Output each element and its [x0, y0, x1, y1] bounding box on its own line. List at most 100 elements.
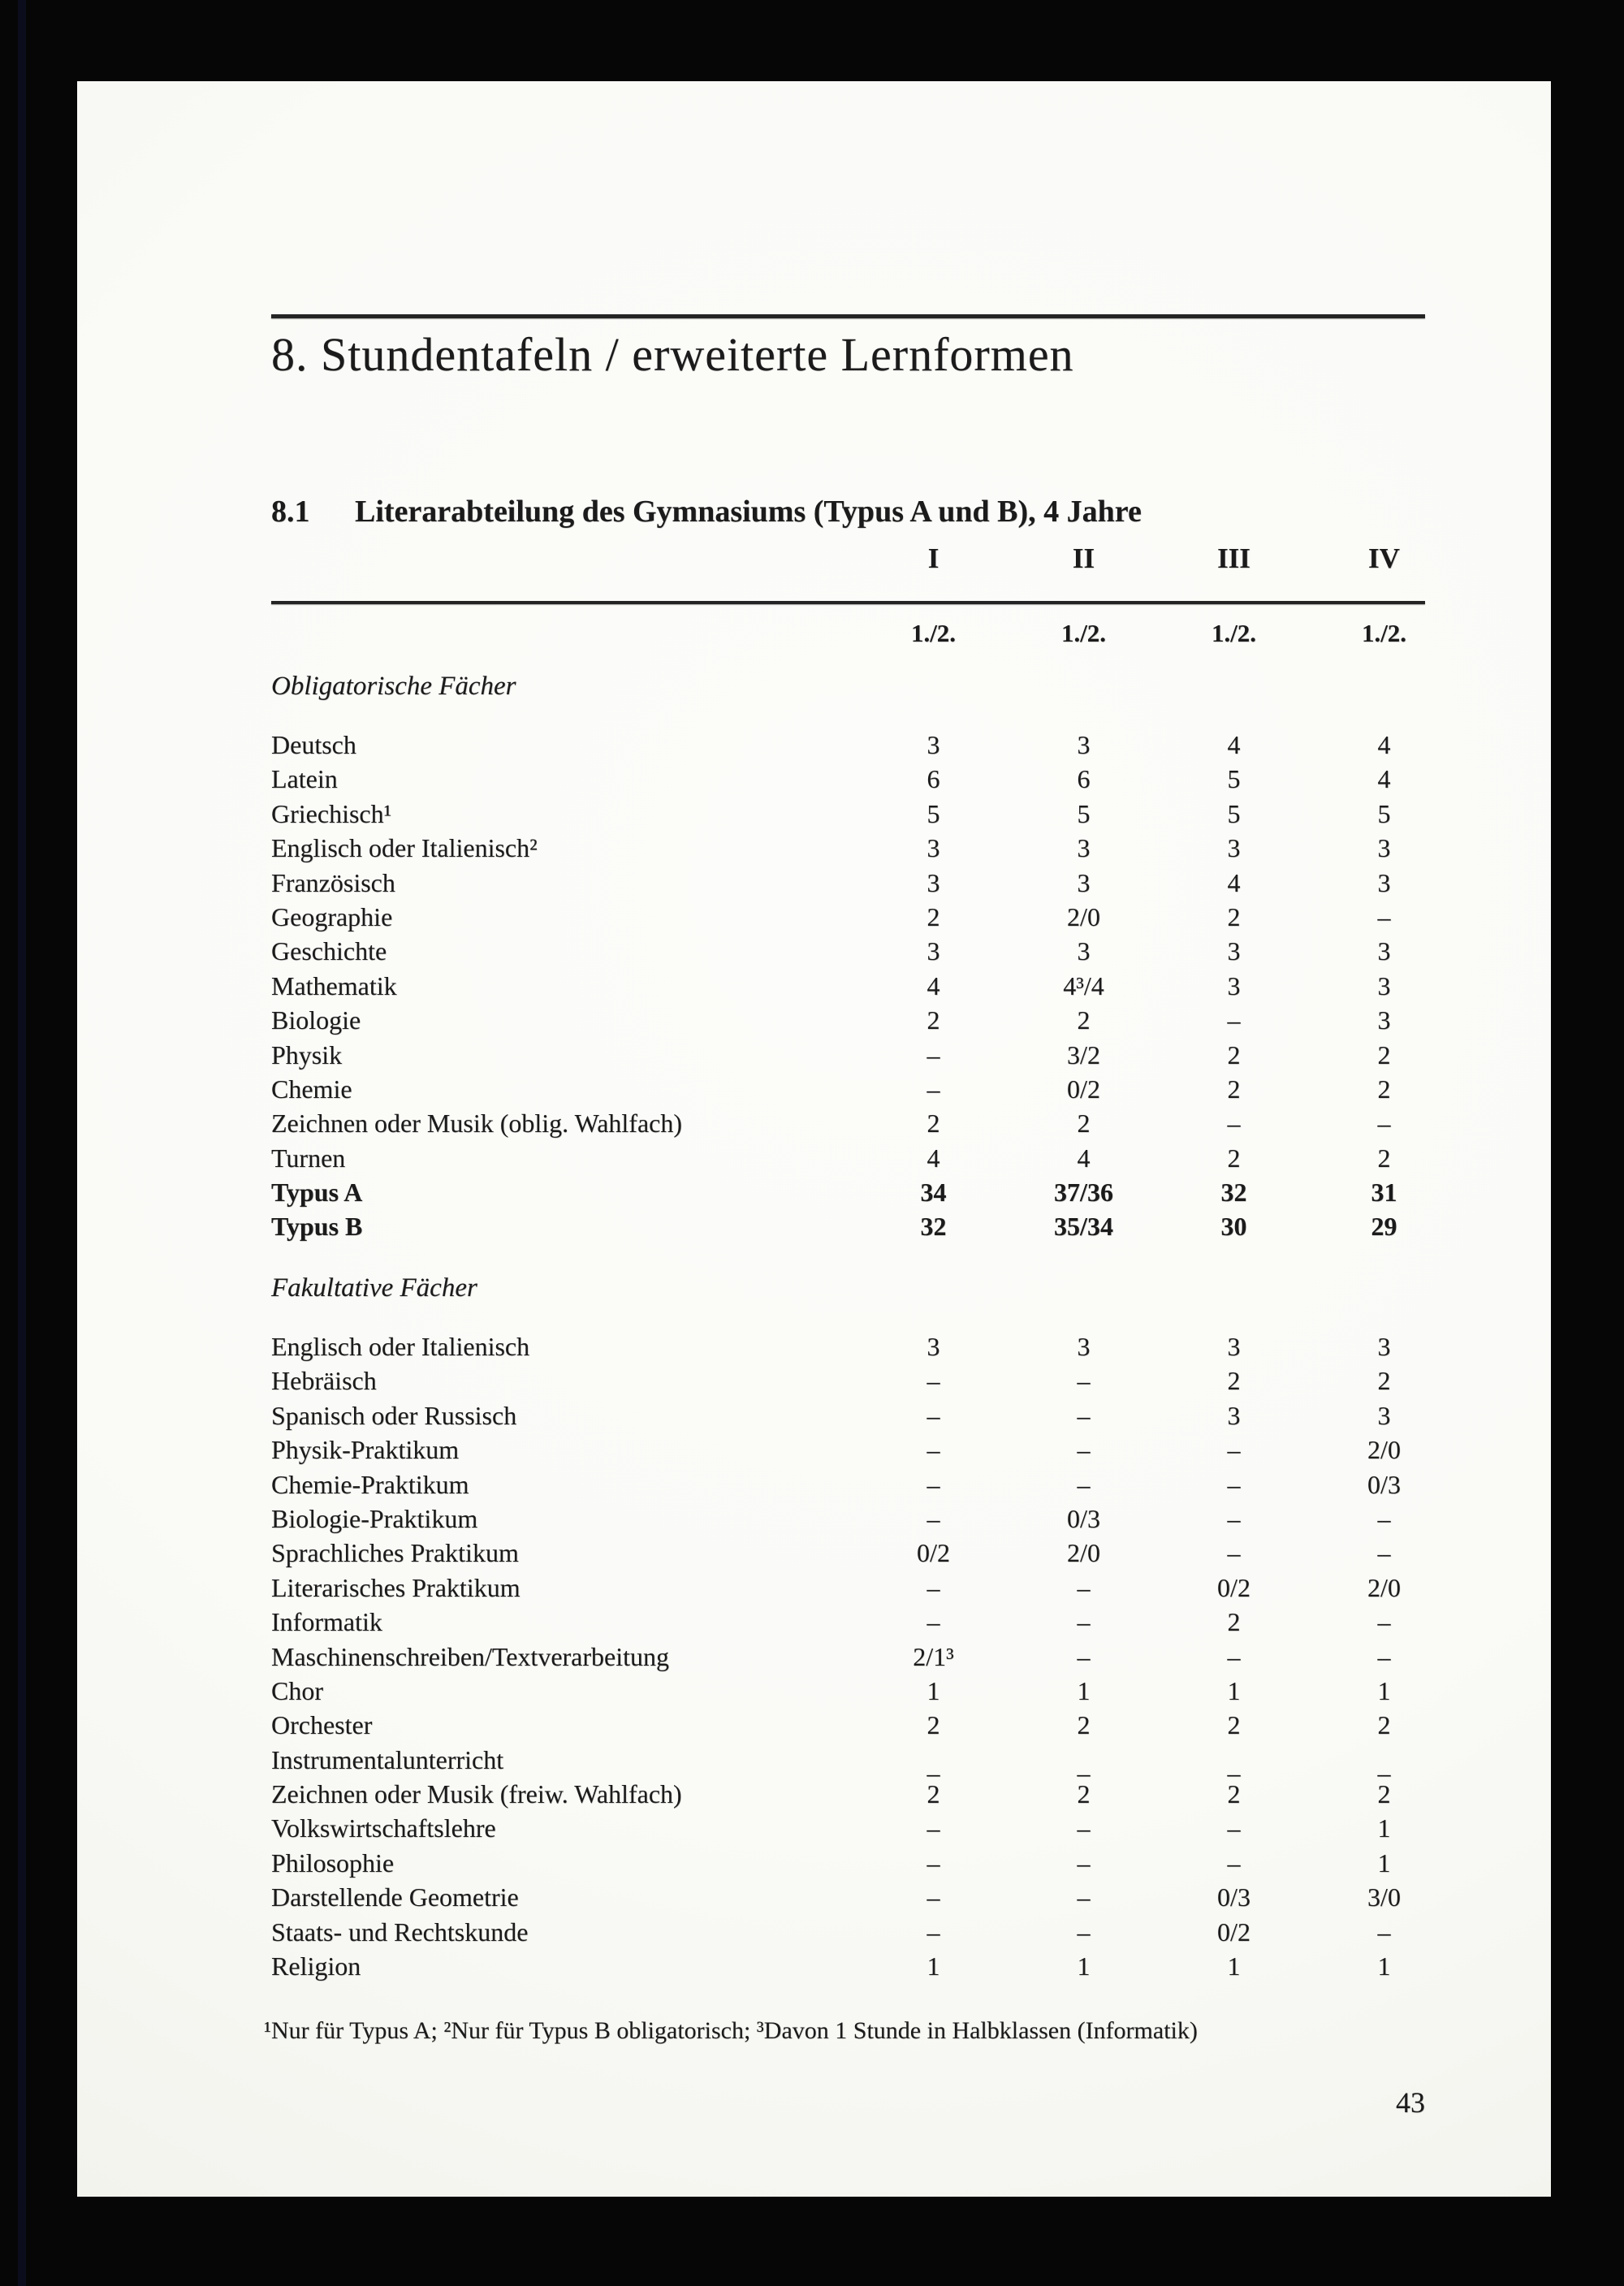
- row-value: 2: [1227, 1366, 1241, 1396]
- footnote: ¹Nur für Typus A; ²Nur für Typus B oblig…: [264, 2017, 1198, 2044]
- row-value: 0/2: [1217, 1572, 1250, 1602]
- row-value: 4: [1377, 764, 1391, 794]
- row-value: 4: [1377, 730, 1391, 759]
- table-row: Englisch oder Italienisch² 3 3 3 3: [271, 831, 1459, 865]
- page-number: 43: [1396, 2086, 1425, 2119]
- document-page: 8. Stundentafeln / erweiterte Lernformen…: [77, 81, 1551, 2197]
- row-label: Geschichte: [271, 936, 387, 966]
- table-row: Chor 1 1 1 1: [271, 1674, 1459, 1708]
- table-header-rule: [271, 601, 1425, 604]
- subheader-III: 1./2.: [1211, 619, 1257, 647]
- row-value: –: [1377, 1607, 1391, 1637]
- row-value: 3: [1377, 1005, 1391, 1035]
- row-label: Orchester: [271, 1710, 373, 1740]
- row-label: Chemie: [271, 1074, 352, 1104]
- row-value: 0/3: [1367, 1469, 1401, 1499]
- row-value: 2: [1077, 1005, 1091, 1035]
- row-value: 2: [1227, 1779, 1241, 1809]
- row-value: –: [926, 1435, 940, 1465]
- row-value: 3: [926, 867, 940, 897]
- section-obligatorische-heading: Obligatorische Fächer: [271, 672, 516, 701]
- row-label: Chor: [271, 1675, 323, 1705]
- table-row: Informatik – – 2 –: [271, 1605, 1459, 1639]
- section-title: Literarabteilung des Gymnasiums (Typus A…: [355, 495, 1142, 529]
- table-row: Griechisch¹ 5 5 5 5: [271, 797, 1459, 831]
- table-row: Darstellende Geometrie – – 0/3 3/0: [271, 1880, 1459, 1914]
- row-value: 3: [1227, 936, 1241, 966]
- row-label: Geographie: [271, 901, 393, 931]
- row-label: Philosophie: [271, 1847, 395, 1878]
- row-value: –: [926, 1813, 940, 1843]
- row-value: 3: [1377, 867, 1391, 897]
- row-value: 0/2: [917, 1538, 950, 1568]
- row-value: 3: [1227, 970, 1241, 1000]
- row-value: 2: [1377, 1143, 1391, 1173]
- row-value: 37/36: [1054, 1178, 1113, 1208]
- row-label: Darstellende Geometrie: [271, 1882, 519, 1912]
- row-value: –: [1227, 1813, 1241, 1843]
- row-value: 0/3: [1217, 1882, 1250, 1912]
- row-value: –: [926, 1882, 940, 1912]
- table-row: Typus A 34 37/36 32 31: [271, 1175, 1459, 1209]
- row-value: –: [1077, 1917, 1091, 1947]
- column-header-I: I: [927, 542, 939, 574]
- row-value: 0/2: [1067, 1074, 1100, 1104]
- table-row: Sprachliches Praktikum 0/2 2/0 – –: [271, 1536, 1459, 1570]
- row-label: Informatik: [271, 1607, 382, 1637]
- row-value: 2: [926, 1710, 940, 1740]
- row-label: Spanisch oder Russisch: [271, 1400, 517, 1430]
- table-row: Biologie 2 2 – 3: [271, 1003, 1459, 1037]
- row-label: Biologie: [271, 1005, 361, 1035]
- row-label: Englisch oder Italienisch²: [271, 833, 538, 863]
- row-value: 2/0: [1067, 1538, 1100, 1568]
- row-value: 2: [1227, 1074, 1241, 1104]
- subheader-IV: 1./2.: [1361, 619, 1407, 647]
- row-label: Typus A: [271, 1178, 363, 1208]
- row-value: –: [1077, 1400, 1091, 1430]
- table-row: Zeichnen oder Musik (oblig. Wahlfach) 2 2 –…: [271, 1106, 1459, 1140]
- row-value: 35/34: [1054, 1212, 1113, 1242]
- row-value: –: [926, 1917, 940, 1947]
- table-row: Latein 6 6 5 4: [271, 762, 1459, 796]
- row-value: 3: [1227, 833, 1241, 863]
- chapter-title: 8. Stundentafeln / erweiterte Lernformen: [271, 328, 1074, 381]
- table-row: Maschinenschreiben/Textverarbeitung 2/1³ –…: [271, 1640, 1459, 1674]
- row-value: –: [926, 1400, 940, 1430]
- row-value: 2: [926, 1005, 940, 1035]
- row-value: 2: [926, 1108, 940, 1139]
- row-value: 3: [1377, 1400, 1391, 1430]
- row-label: Deutsch: [271, 730, 356, 759]
- row-value: 1: [1077, 1951, 1091, 1981]
- row-value: 5: [1377, 798, 1391, 828]
- row-value: –: [1377, 1503, 1391, 1533]
- row-value: 2: [1377, 1366, 1391, 1396]
- section-number: 8.1: [271, 495, 310, 529]
- row-value: 6: [1077, 764, 1091, 794]
- table-row: Physik-Praktikum – – – 2/0: [271, 1433, 1459, 1467]
- row-value: 1: [926, 1675, 940, 1705]
- row-value: 3: [1077, 730, 1091, 759]
- row-value: 3/2: [1067, 1039, 1100, 1070]
- row-value: –: [1227, 1641, 1241, 1671]
- table-row: Zeichnen oder Musik (freiw. Wahlfach) 2 2 2…: [271, 1777, 1459, 1811]
- row-value: –: [1077, 1366, 1091, 1396]
- row-value: –: [926, 1503, 940, 1533]
- row-value: 3: [1377, 833, 1391, 863]
- row-value: –: [1377, 1108, 1391, 1139]
- row-value: 4: [1227, 730, 1241, 759]
- scanner-spine-shadow: [18, 0, 26, 2286]
- table-row: Staats- und Rechtskunde – – 0/2 –: [271, 1915, 1459, 1949]
- row-value: 3: [1077, 867, 1091, 897]
- row-value: –: [926, 1039, 940, 1070]
- row-value: 2: [1377, 1779, 1391, 1809]
- row-value: 34: [920, 1178, 947, 1208]
- row-value: 3: [1377, 936, 1391, 966]
- row-label: Chemie-Praktikum: [271, 1469, 469, 1499]
- row-value: –: [1227, 1503, 1241, 1533]
- row-value: 0/2: [1217, 1917, 1250, 1947]
- fakultative-rows: Englisch oder Italienisch 3 3 3 3 Hebräisch – –…: [271, 1329, 1459, 1983]
- row-label: Turnen: [271, 1143, 346, 1173]
- row-value: –: [1077, 1641, 1091, 1671]
- row-value: 5: [1227, 764, 1241, 794]
- row-value: 3: [1227, 1332, 1241, 1361]
